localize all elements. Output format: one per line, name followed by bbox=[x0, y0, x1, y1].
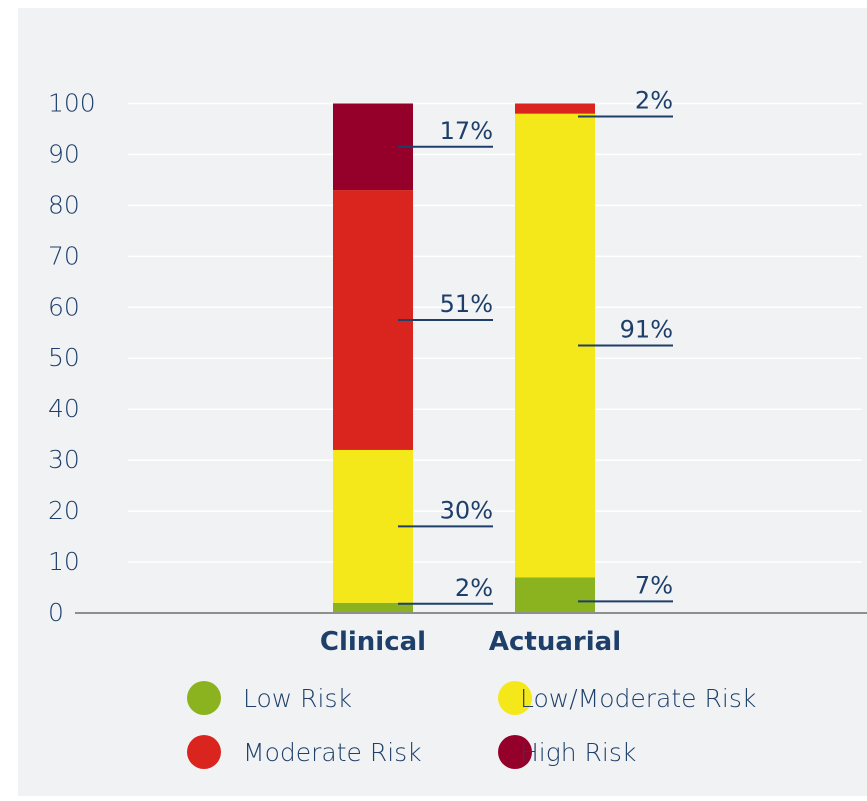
legend-label: Low/Moderate Risk bbox=[520, 684, 756, 713]
legend-label: Low Risk bbox=[243, 684, 352, 713]
bar-segment bbox=[515, 103, 595, 114]
legend-swatch bbox=[187, 735, 221, 769]
data-label: 17% bbox=[440, 117, 493, 145]
y-tick-label: 10 bbox=[48, 547, 80, 576]
data-label: 30% bbox=[440, 496, 493, 524]
legend-label: High Risk bbox=[520, 738, 636, 767]
data-label: 7% bbox=[635, 571, 673, 599]
y-tick-label: 70 bbox=[48, 241, 80, 270]
y-tick-label: 40 bbox=[48, 394, 80, 423]
data-label: 91% bbox=[620, 316, 673, 344]
bar-segment bbox=[515, 577, 595, 613]
x-tick-label: Clinical bbox=[320, 627, 426, 657]
x-axis-ticks: Clinical Actuarial bbox=[320, 627, 621, 657]
y-tick-label: 30 bbox=[48, 445, 80, 474]
data-label: 51% bbox=[440, 290, 493, 318]
data-label: 2% bbox=[455, 574, 493, 602]
y-tick-label: 90 bbox=[48, 139, 80, 168]
legend-label: Moderate Risk bbox=[243, 738, 422, 767]
y-tick-label: 60 bbox=[48, 292, 80, 321]
data-labels: 2% 30% 51% 17% 7% 91% 2% bbox=[398, 86, 673, 605]
bar-segment bbox=[333, 602, 413, 613]
legend: Low Risk Low/Moderate Risk Moderate Risk Hi… bbox=[187, 681, 756, 769]
y-tick-label: 20 bbox=[48, 496, 80, 525]
legend-swatch bbox=[187, 681, 221, 715]
y-axis-ticks: 0 10 20 30 40 50 60 70 80 90 100 bbox=[48, 88, 96, 627]
chart-background bbox=[18, 8, 867, 796]
y-tick-label: 100 bbox=[48, 88, 96, 117]
x-tick-label: Actuarial bbox=[489, 627, 621, 657]
data-label: 2% bbox=[635, 86, 673, 114]
y-tick-label: 80 bbox=[48, 190, 80, 219]
legend-swatch bbox=[498, 735, 532, 769]
y-tick-label: 0 bbox=[48, 598, 64, 627]
gridlines bbox=[128, 102, 862, 563]
legend-swatch bbox=[498, 681, 532, 715]
y-tick-label: 50 bbox=[48, 343, 80, 372]
